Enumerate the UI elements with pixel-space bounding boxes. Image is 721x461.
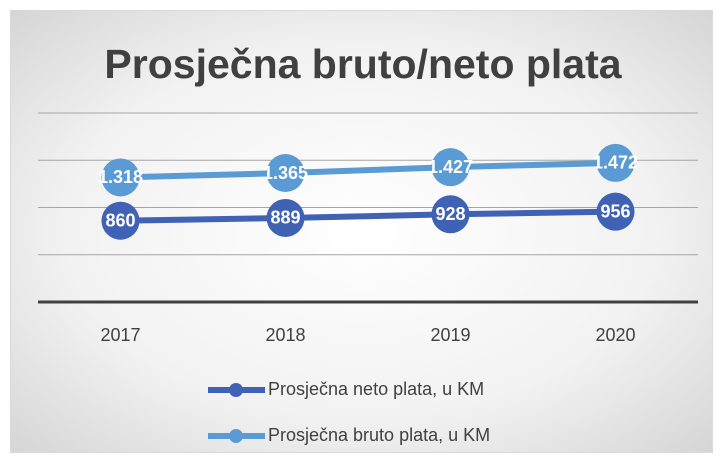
series-line [120,208,616,224]
data-label: 889 [270,208,300,228]
data-label: 1.318 [98,167,143,187]
legend-marker [229,383,243,397]
x-tick-label: 2020 [595,325,635,345]
data-label: 860 [105,210,135,230]
data-label: 1.365 [263,163,308,183]
marker [101,158,140,197]
x-tick-label: 2019 [430,325,470,345]
data-label: 956 [600,201,630,221]
legend-label: Prosječna bruto plata, u KM [268,425,490,445]
x-tick-label: 2017 [100,325,140,345]
chart-title: Prosječna bruto/neto plata [104,41,622,87]
data-label: 928 [435,204,465,224]
marker [596,192,635,231]
marker [266,198,305,237]
marker [596,143,635,182]
legend-marker [229,429,243,443]
data-label: 1.472 [593,153,638,173]
data-label: 1.427 [428,157,473,177]
marker [101,201,140,240]
marker [266,154,305,193]
marker [431,148,470,187]
legend-label: Prosječna neto plata, u KM [268,379,484,399]
series-line [120,159,616,181]
x-tick-label: 2018 [265,325,305,345]
marker [431,195,470,234]
